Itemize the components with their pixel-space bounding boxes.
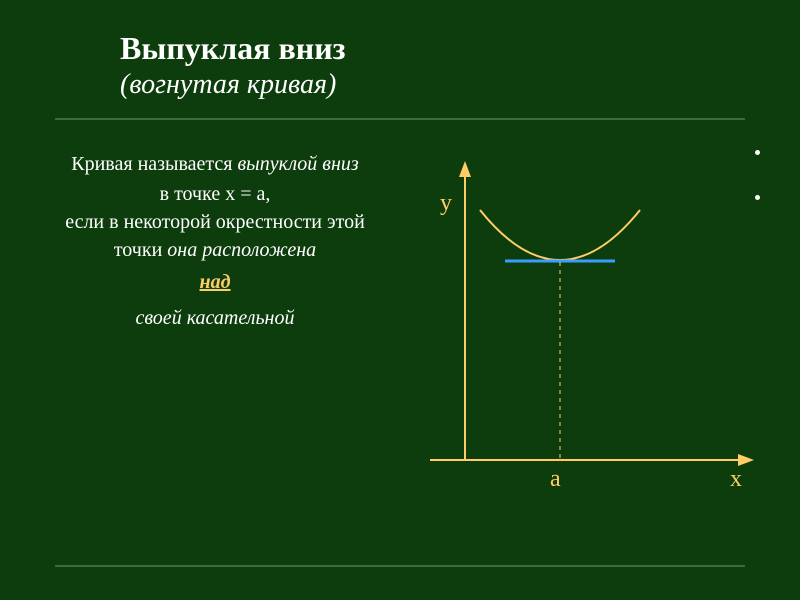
a-label: a xyxy=(550,466,561,493)
text-line1a: Кривая называется xyxy=(71,153,232,175)
axes-svg xyxy=(400,150,770,520)
decorative-dot xyxy=(755,150,760,155)
divider-bottom xyxy=(55,565,745,567)
title-sub: (вогнутая кривая) xyxy=(120,69,345,101)
text-highlight: над xyxy=(199,268,230,296)
title-main: Выпуклая вниз xyxy=(120,30,345,67)
description-text: Кривая называется выпуклой вниз в точке … xyxy=(55,150,375,332)
x-axis-label: x xyxy=(730,466,742,493)
y-axis-label: y xyxy=(440,190,452,217)
text-line2: в точке x = a, xyxy=(55,180,375,208)
divider-top xyxy=(55,118,745,120)
text-line4: своей касательной xyxy=(55,304,375,332)
text-line3b: она расположена xyxy=(167,239,316,261)
text-line1b: выпуклой вниз xyxy=(237,153,358,175)
decorative-dot xyxy=(755,195,760,200)
diagram-area: y x a xyxy=(400,150,770,520)
curve xyxy=(480,210,640,260)
